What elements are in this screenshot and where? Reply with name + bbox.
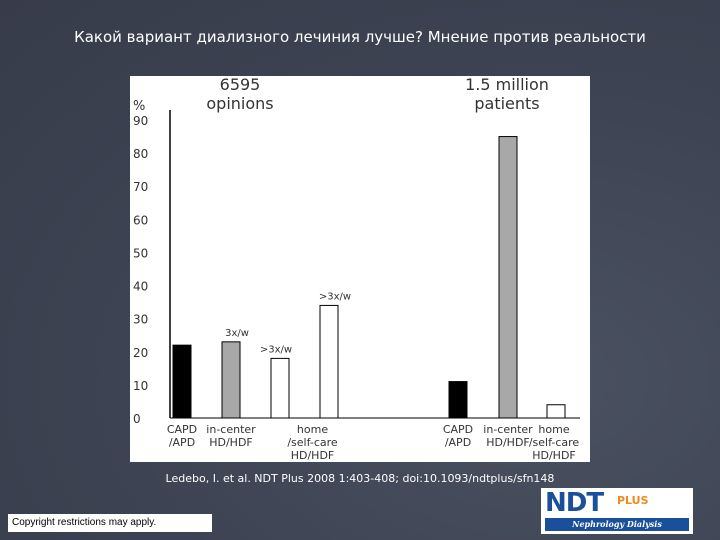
bar (172, 344, 192, 419)
citation: Ledebo, I. et al. NDT Plus 2008 1:403-40… (165, 472, 555, 485)
group-header: 6595 (220, 76, 261, 94)
y-tick-label: 30 (133, 313, 148, 327)
y-tick-label: 70 (133, 180, 148, 194)
group-header: patients (474, 94, 539, 113)
bar (498, 136, 518, 419)
copyright-notice: Copyright restrictions may apply. (8, 514, 212, 532)
category-label: /self-care (529, 436, 580, 449)
y-tick-label: 50 (133, 246, 148, 260)
y-tick-label: 0 (133, 412, 141, 426)
category-label: CAPD (167, 423, 197, 436)
bar (448, 381, 468, 419)
y-axis-label: % (133, 99, 145, 114)
y-tick-label: 60 (133, 213, 148, 227)
category-label: in-center (483, 423, 533, 436)
y-tick-label: 20 (133, 346, 148, 360)
category-label: in-center (206, 423, 256, 436)
ndt-plus-logo: NDT PLUS Nephrology Dialysis Transplanta… (541, 488, 693, 534)
logo-subtitle: Nephrology Dialysis Transplantation (545, 518, 689, 534)
bar-annotation: >3x/w (260, 344, 292, 355)
y-tick-label: 80 (133, 147, 148, 161)
group-header: opinions (206, 94, 273, 113)
category-label: /APD (169, 436, 195, 449)
bar-annotation: >3x/w (319, 291, 351, 302)
y-tick-label: 40 (133, 280, 148, 294)
bar-annotation: 3x/w (225, 328, 249, 339)
category-label: HD/HDF (291, 449, 335, 462)
category-label: /self-care (287, 436, 338, 449)
category-label: HD/HDF (209, 436, 253, 449)
logo-ndt-text: NDT (545, 488, 604, 518)
bar-chart: % 0 10 20 30 40 50 60 70 80 90 6595 opinions CAPD/APD… (130, 76, 590, 462)
bar (319, 304, 339, 419)
bar (221, 341, 241, 419)
logo-plus-text: PLUS (617, 494, 649, 507)
category-label: /APD (445, 436, 471, 449)
bar (546, 404, 566, 419)
category-label: home (538, 423, 569, 436)
category-label: HD/HDF (486, 436, 530, 449)
category-label: home (297, 423, 328, 436)
y-tick-label: 90 (133, 114, 148, 128)
slide-title: Какой вариант диализного лечиния лучше? … (74, 28, 646, 46)
category-label: CAPD (443, 423, 473, 436)
bar (270, 357, 290, 419)
category-label: HD/HDF (532, 449, 576, 462)
group-header: 1.5 million (465, 76, 549, 94)
y-tick-label: 10 (133, 379, 148, 393)
